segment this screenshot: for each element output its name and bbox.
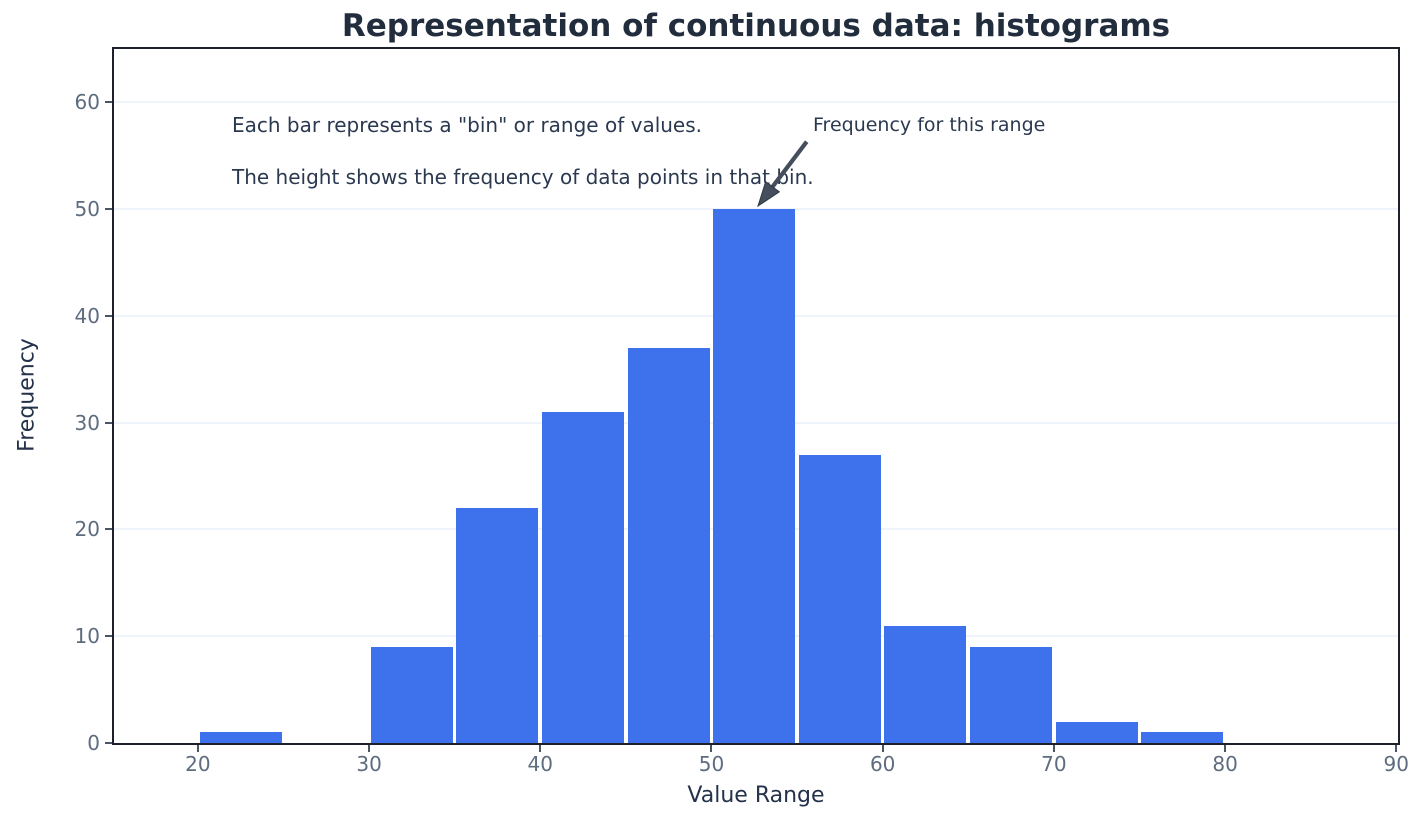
y-tick-mark-50	[105, 208, 112, 211]
gridline-y-50	[114, 208, 1398, 211]
histogram-bar-20-25	[199, 732, 282, 743]
x-axis-label: Value Range	[687, 783, 825, 808]
y-tick-label-0: 0	[87, 731, 100, 755]
histogram-bar-70-75	[1055, 721, 1138, 743]
y-tick-label-20: 20	[74, 517, 100, 542]
x-tick-mark-70	[1052, 745, 1055, 752]
y-tick-mark-40	[105, 314, 112, 317]
histogram-bar-55-60	[798, 454, 881, 743]
y-tick-label-40: 40	[74, 303, 100, 328]
histogram-bar-45-50	[627, 347, 710, 743]
x-tick-label-40: 40	[527, 752, 554, 776]
x-tick-mark-80	[1224, 745, 1227, 752]
histogram-bar-60-65	[884, 625, 967, 743]
x-tick-label-20: 20	[185, 752, 211, 776]
x-tick-label-90: 90	[1383, 752, 1410, 776]
histogram-bar-35-40	[456, 508, 539, 743]
annotation-bin-text: Each bar represents a "bin" or range of …	[232, 113, 703, 137]
x-tick-label-70: 70	[1041, 752, 1067, 776]
x-tick-label-30: 30	[356, 752, 382, 776]
y-tick-label-10: 10	[74, 624, 100, 649]
plot-area: Each bar represents a "bin" or range of …	[112, 47, 1400, 745]
histogram-bar-40-45	[542, 412, 625, 743]
gridline-y-60	[114, 101, 1398, 104]
histogram-bar-30-35	[370, 646, 453, 743]
x-tick-mark-30	[368, 745, 371, 752]
x-tick-label-60: 60	[869, 752, 896, 776]
y-tick-mark-30	[105, 421, 112, 424]
x-tick-mark-50	[710, 745, 713, 752]
y-tick-mark-60	[105, 101, 112, 104]
histogram-bar-50-55	[713, 209, 796, 743]
x-tick-mark-60	[881, 745, 884, 752]
y-tick-mark-20	[105, 528, 112, 531]
annotation-height-text: The height shows the frequency of data p…	[232, 165, 814, 189]
y-tick-mark-0	[105, 742, 112, 744]
y-tick-mark-10	[105, 635, 112, 638]
x-tick-mark-20	[196, 745, 199, 752]
x-tick-label-50: 50	[698, 752, 725, 776]
x-tick-label-80: 80	[1212, 752, 1238, 776]
y-tick-label-30: 30	[74, 410, 100, 435]
x-tick-mark-90	[1395, 745, 1398, 752]
chart-title: Representation of continuous data: histo…	[341, 8, 1171, 44]
histogram-bar-65-70	[970, 646, 1053, 743]
y-tick-label-50: 50	[74, 197, 100, 222]
histogram-bar-75-80	[1141, 732, 1224, 743]
y-tick-label-60: 60	[74, 90, 100, 115]
x-tick-mark-40	[539, 745, 542, 752]
annotation-arrow-label: Frequency for this range	[813, 114, 1046, 136]
y-axis-label: Frequency	[14, 338, 40, 452]
